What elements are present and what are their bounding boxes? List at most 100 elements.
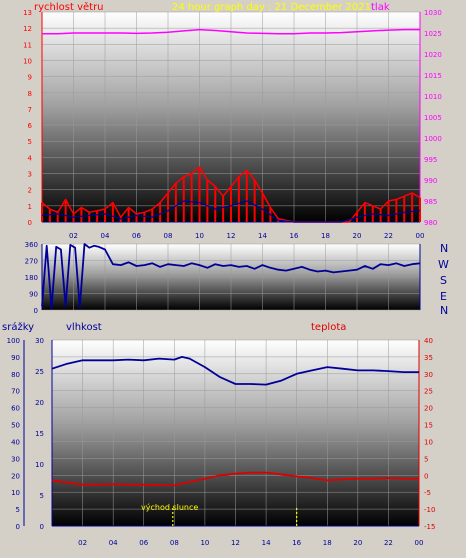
hour-tick-label: 18 (321, 232, 330, 240)
wind-tick-label: 1 (28, 203, 32, 211)
wind-speed-label: rychlost větru (34, 1, 104, 13)
compass-w: W (438, 258, 449, 271)
direction-tick-label: 180 (25, 274, 38, 282)
humidity-tick-label: 25 (35, 368, 44, 376)
wind-tick-label: 6 (28, 122, 33, 130)
direction-tick-label: 270 (25, 258, 38, 266)
wind-tick-label: 3 (28, 171, 32, 179)
temperature-tick-label: -10 (424, 506, 435, 514)
hour-tick-label: 02 (78, 539, 87, 547)
chart-marks (41, 28, 421, 526)
panel1-gridlines (42, 11, 421, 223)
hour-tick-label: 20 (353, 539, 362, 547)
temperature-tick-label: 40 (424, 337, 433, 345)
hour-tick-label: 10 (195, 232, 204, 240)
direction-tick-label: 0 (34, 307, 38, 315)
temperature-tick-label: 20 (424, 405, 433, 413)
pressure-tick-label: 1015 (424, 72, 442, 80)
rain-tick-label: 70 (11, 388, 20, 396)
hour-tick-label: 08 (170, 539, 179, 547)
wind-tick-label: 8 (28, 90, 32, 98)
pressure-tick-label: 990 (424, 177, 437, 185)
temperature-tick-label: 25 (424, 388, 433, 396)
wind-tick-label: 11 (23, 41, 32, 49)
hour-tick-label: 06 (139, 539, 148, 547)
hour-tick-label: 16 (290, 232, 299, 240)
pressure-tick-label: 1030 (424, 9, 442, 17)
rain-tick-label: 5 (16, 506, 20, 514)
compass-e: E (440, 290, 447, 303)
pressure-tick-label: 1020 (424, 51, 442, 59)
panel2-gridlines (42, 243, 421, 311)
pressure-tick-label: 1005 (424, 114, 442, 122)
pressure-tick-label: 985 (424, 198, 437, 206)
humidity-label: vlhkost (66, 322, 102, 333)
compass-s: S (440, 274, 447, 287)
rain-tick-label: 10 (11, 489, 20, 497)
wind-tick-label: 12 (23, 25, 32, 33)
hour-tick-label: 14 (258, 232, 267, 240)
temperature-tick-label: 35 (424, 354, 433, 362)
temperature-tick-label: 10 (424, 438, 433, 446)
rain-tick-label: 80 (11, 371, 20, 379)
temperature-tick-label: 30 (424, 371, 433, 379)
rain-tick-label: 90 (11, 354, 20, 362)
rain-tick-label: 20 (11, 472, 20, 480)
pressure-tick-label: 1000 (424, 135, 442, 143)
hour-tick-label: 18 (323, 539, 332, 547)
rain-tick-label: 50 (11, 422, 20, 430)
temperature-tick-label: 0 (424, 472, 428, 480)
hour-tick-label: 22 (384, 232, 393, 240)
wind-tick-label: 0 (28, 219, 32, 227)
humidity-tick-label: 30 (35, 337, 44, 345)
hour-tick-label: 10 (200, 539, 209, 547)
hour-tick-label: 04 (109, 539, 118, 547)
wind-tick-label: 4 (28, 154, 33, 162)
hour-tick-label: 12 (227, 232, 236, 240)
humidity-line (51, 355, 419, 386)
humidity-tick-label: 10 (35, 461, 44, 469)
chart-title: 24 hour graph day : 21 December 2021 (172, 2, 371, 13)
wind-tick-label: 10 (23, 57, 32, 65)
wind-tick-label: 7 (28, 106, 32, 114)
rain-tick-label: 100 (7, 337, 20, 345)
temperature-tick-label: -15 (424, 523, 435, 531)
temperature-tick-label: 5 (424, 455, 428, 463)
hour-tick-label: 20 (353, 232, 362, 240)
pressure-tick-label: 1025 (424, 30, 442, 38)
hour-tick-label: 04 (101, 232, 110, 240)
temperature-tick-label: 15 (424, 422, 433, 430)
hour-tick-label: 16 (292, 539, 301, 547)
humidity-tick-label: 0 (40, 523, 44, 531)
wind-tick-label: 5 (28, 138, 32, 146)
hour-tick-label: 00 (415, 539, 424, 547)
panel2-axes: 0 90 180 270 360 (25, 241, 421, 315)
sunrise-label: východ slunce (141, 503, 198, 512)
rain-tick-label: 0 (16, 523, 20, 531)
temperature-label: teplota (311, 322, 346, 333)
panel3-axes: -15 -10 -5 0 5 10 15 20 25 30 35 40 0 5 10 20 30 40 5 06 0 70… (7, 337, 436, 547)
pressure-tick-label: 995 (424, 156, 437, 164)
wind-tick-label: 13 (23, 9, 32, 17)
hour-tick-label: 14 (262, 539, 271, 547)
wind-direction-line (41, 243, 421, 310)
panel3-gridlines (52, 339, 420, 527)
hour-tick-label: 08 (164, 232, 173, 240)
compass-n-top: N (440, 242, 448, 255)
wind-tick-label: 9 (28, 74, 32, 82)
gust-line (41, 200, 421, 223)
temperature-tick-label: -5 (424, 489, 431, 497)
hour-tick-label: 22 (384, 539, 393, 547)
pressure-label: tlak (371, 2, 390, 13)
humidity-tick-label: 15 (35, 430, 44, 438)
rain-label: srážky (2, 321, 34, 333)
hour-tick-label: 06 (132, 232, 141, 240)
pressure-line (42, 28, 420, 35)
humidity-tick-label: 5 (40, 492, 44, 500)
hour-tick-label: 00 (416, 232, 425, 240)
rain-tick-label: 40 (11, 438, 20, 446)
humidity-tick-label: 20 (35, 399, 44, 407)
temperature-line (51, 471, 419, 487)
